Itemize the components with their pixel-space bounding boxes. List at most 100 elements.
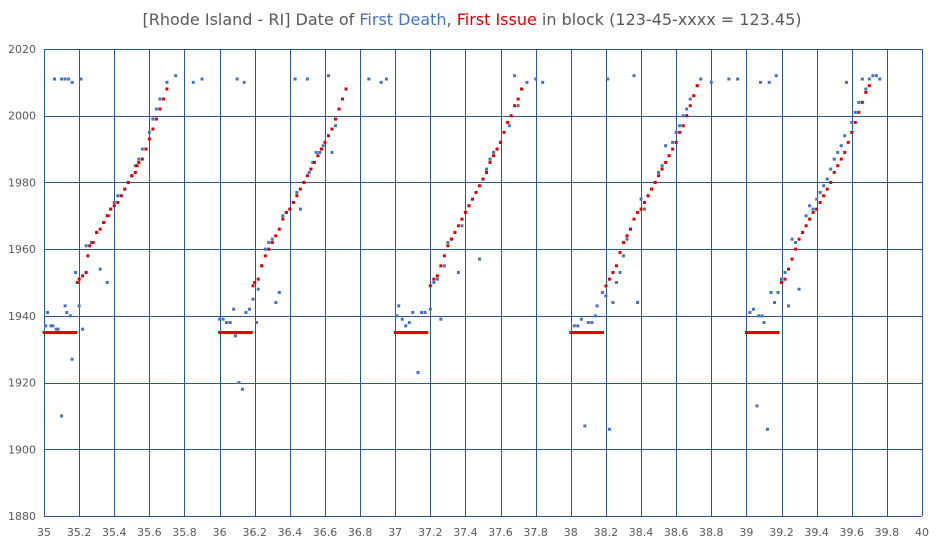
- first-issue-point: [319, 147, 323, 151]
- first-issue-point: [607, 277, 611, 281]
- first-issue-point: [398, 331, 402, 335]
- first-issue-point: [137, 160, 141, 164]
- first-death-point: [492, 150, 496, 154]
- chart-title: [Rhode Island - RI] Date of First Death,…: [0, 10, 944, 29]
- first-issue-point: [95, 230, 99, 234]
- first-issue-point: [46, 331, 50, 335]
- first-issue-point: [755, 331, 759, 335]
- first-issue-point: [773, 331, 776, 335]
- first-death-point: [829, 167, 833, 171]
- first-issue-point: [456, 224, 460, 228]
- first-issue-point: [569, 331, 573, 335]
- first-issue-point: [506, 120, 510, 124]
- first-death-point: [137, 157, 141, 161]
- first-issue-point: [822, 194, 826, 198]
- first-death-point: [664, 144, 668, 148]
- first-death-point: [844, 80, 848, 84]
- first-death-point: [607, 427, 611, 431]
- first-death-point: [439, 317, 443, 321]
- first-death-point: [270, 237, 274, 241]
- first-issue-point: [267, 247, 271, 251]
- chart-title-prefix: [Rhode Island - RI] Date of: [142, 10, 360, 29]
- first-issue-point: [281, 217, 285, 221]
- first-issue-point: [579, 331, 583, 335]
- first-death-point: [49, 324, 53, 328]
- first-issue-point: [421, 331, 425, 335]
- first-death-point: [89, 240, 93, 244]
- first-issue-point: [53, 331, 57, 335]
- first-issue-point: [74, 331, 78, 335]
- first-issue-point: [604, 284, 608, 288]
- first-issue-point: [600, 331, 604, 335]
- first-issue-point: [135, 164, 139, 168]
- first-issue-point: [116, 200, 120, 204]
- first-death-point: [709, 80, 713, 84]
- first-issue-point: [474, 190, 478, 194]
- first-death-point: [477, 257, 481, 261]
- first-death-point: [165, 80, 169, 84]
- first-issue-point: [144, 147, 148, 151]
- first-issue-point: [771, 331, 775, 335]
- first-issue-point: [590, 331, 594, 335]
- first-death-point: [140, 147, 144, 151]
- first-death-point: [758, 80, 762, 84]
- first-death-point: [516, 104, 520, 108]
- first-issue-point: [72, 331, 76, 335]
- first-issue-point: [218, 331, 222, 335]
- first-death-point: [611, 301, 615, 305]
- first-issue-point: [571, 331, 575, 335]
- first-issue-point: [418, 331, 422, 335]
- first-issue-point: [402, 331, 406, 335]
- first-death-point: [70, 357, 74, 361]
- first-issue-point: [760, 331, 764, 335]
- first-issue-point: [47, 331, 51, 335]
- first-death-point: [416, 371, 420, 375]
- first-issue-point: [499, 140, 503, 144]
- first-death-point: [660, 164, 664, 168]
- first-issue-point: [295, 194, 299, 198]
- x-tick-label: 38: [564, 526, 578, 539]
- x-tick-label: 35.6: [137, 526, 162, 539]
- first-issue-point: [260, 264, 264, 268]
- first-death-point: [780, 277, 784, 281]
- first-issue-point: [233, 331, 237, 335]
- first-issue-point: [765, 331, 769, 335]
- y-tick-label: 1960: [8, 243, 36, 256]
- first-issue-point: [780, 281, 784, 284]
- first-issue-point: [240, 331, 244, 335]
- first-issue-point: [692, 94, 696, 98]
- first-death-point: [68, 314, 72, 318]
- first-death-point: [811, 207, 815, 211]
- first-issue-point: [230, 331, 234, 335]
- first-death-point: [681, 114, 685, 118]
- first-issue-point: [671, 147, 675, 151]
- first-issue-point: [574, 331, 578, 335]
- first-issue-point: [595, 331, 599, 335]
- first-death-point: [397, 304, 401, 308]
- first-issue-point: [625, 234, 629, 238]
- first-death-point: [116, 194, 120, 198]
- first-death-point: [525, 80, 529, 84]
- x-tick-label: 35.2: [67, 526, 92, 539]
- first-death-point: [790, 237, 794, 241]
- first-issue-point: [77, 277, 81, 281]
- first-issue-point: [249, 331, 253, 335]
- first-issue-point: [86, 254, 90, 258]
- first-death-point: [657, 170, 661, 174]
- first-death-point: [293, 77, 297, 81]
- first-death-point: [776, 291, 780, 295]
- first-death-point: [850, 120, 854, 124]
- first-issue-point: [449, 237, 453, 241]
- first-issue-point: [432, 277, 436, 281]
- first-issue-point: [470, 197, 474, 201]
- first-death-point: [305, 77, 309, 81]
- first-issue-point: [520, 87, 524, 91]
- first-issue-point: [839, 157, 843, 161]
- first-death-point: [400, 317, 404, 321]
- first-death-point: [513, 74, 517, 78]
- first-death-point: [815, 197, 819, 201]
- first-death-point: [56, 327, 60, 331]
- chart-title-separator: ,: [446, 10, 457, 29]
- first-issue-point: [513, 104, 517, 108]
